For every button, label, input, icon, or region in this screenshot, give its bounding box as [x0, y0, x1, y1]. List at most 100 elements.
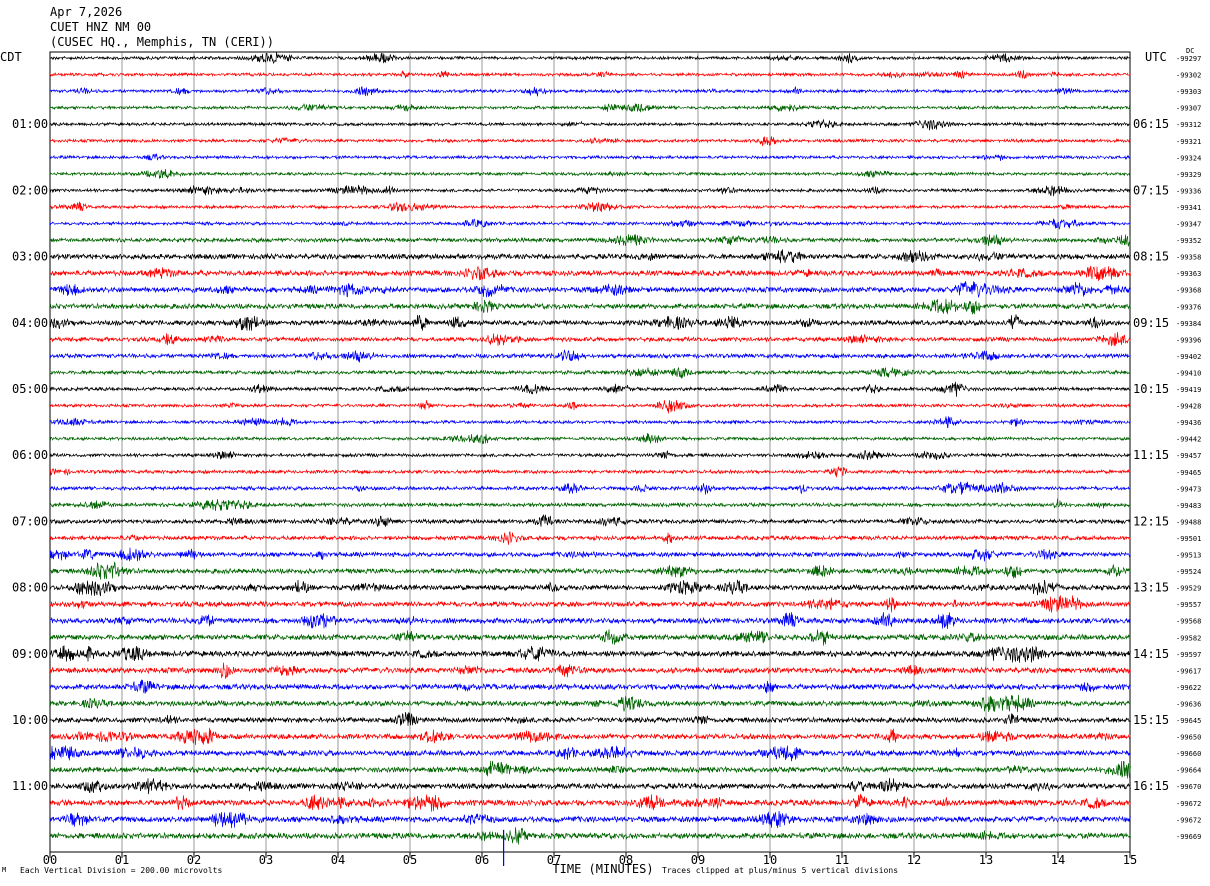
- trace-offset-label: -99436: [1176, 419, 1201, 427]
- trace-offset-label: -99303: [1176, 88, 1201, 96]
- trace-offset-label: -99352: [1176, 237, 1201, 245]
- right-hour-label: 14:15: [1133, 647, 1169, 661]
- trace-offset-label: -99297: [1176, 55, 1201, 63]
- left-hour-label: 05:00: [12, 382, 48, 396]
- seismic-trace: [49, 793, 1131, 812]
- trace-offset-label: -99321: [1176, 138, 1201, 146]
- right-hour-label: 08:15: [1133, 250, 1169, 264]
- trace-offset-label: -99396: [1176, 336, 1201, 344]
- right-hour-label: 09:15: [1133, 316, 1169, 330]
- x-tick-label: 11: [835, 853, 849, 867]
- seismic-trace: [49, 416, 1131, 429]
- trace-offset-label: -99501: [1176, 535, 1201, 543]
- left-hour-label: 09:00: [12, 647, 48, 661]
- trace-offset-label: -99428: [1176, 403, 1201, 411]
- seismic-trace: [49, 433, 1131, 444]
- seismic-trace: [49, 450, 1131, 461]
- station-label: CUET HNZ NM 00: [50, 20, 152, 34]
- trace-offset-label: -99402: [1176, 353, 1201, 361]
- trace-offset-label: -99597: [1176, 651, 1201, 659]
- clip-note: Traces clipped at plus/minus 5 vertical …: [662, 866, 899, 875]
- trace-offset-label: -99483: [1176, 502, 1201, 510]
- seismic-trace: [49, 218, 1131, 230]
- trace-offset-label: -99568: [1176, 618, 1201, 626]
- right-hour-label: 13:15: [1133, 581, 1169, 595]
- seismic-trace: [49, 629, 1131, 646]
- trace-offset-label: -99307: [1176, 105, 1201, 113]
- left-hour-label: 01:00: [12, 117, 48, 131]
- x-tick-label: 01: [115, 853, 129, 867]
- date-label: Apr 7,2026: [50, 5, 123, 19]
- left-hour-label: 10:00: [12, 713, 48, 727]
- seismic-trace: [49, 86, 1131, 97]
- x-tick-label: 00: [43, 853, 57, 867]
- x-tick-label: 10: [763, 853, 777, 867]
- trace-offset-label: -99465: [1176, 469, 1201, 477]
- seismic-trace: [49, 612, 1131, 629]
- left-hour-label: 02:00: [12, 183, 48, 197]
- x-tick-label: 14: [1051, 853, 1065, 867]
- right-timezone-label: UTC: [1145, 50, 1167, 64]
- seismic-trace: [49, 281, 1131, 298]
- trace-offset-label: -99336: [1176, 187, 1201, 195]
- trace-offset-label: -99582: [1176, 634, 1201, 642]
- trace-offset-label: -99513: [1176, 552, 1201, 560]
- right-hour-label: 16:15: [1133, 779, 1169, 793]
- x-tick-label: 15: [1123, 853, 1137, 867]
- left-hour-label: 06:00: [12, 448, 48, 462]
- trace-offset-label: -99324: [1176, 154, 1201, 162]
- x-tick-label: 13: [979, 853, 993, 867]
- plot-frame: [49, 51, 1131, 853]
- x-tick-label: 09: [691, 853, 705, 867]
- trace-offset-label: -99622: [1176, 684, 1201, 692]
- seismic-trace: [49, 547, 1131, 562]
- seismic-trace: [49, 531, 1131, 545]
- trace-offset-label: -99473: [1176, 485, 1201, 493]
- seismic-trace: [49, 366, 1131, 379]
- seismic-trace: [49, 498, 1131, 511]
- seismic-trace: [49, 249, 1131, 264]
- x-tick-label: 04: [331, 853, 345, 867]
- seismic-trace: [49, 662, 1131, 679]
- seismic-trace: [49, 169, 1131, 179]
- trace-offset-label: -99376: [1176, 303, 1201, 311]
- trace-offset-label: -99617: [1176, 667, 1201, 675]
- trace-offset-label: -99442: [1176, 436, 1201, 444]
- x-tick-label: 07: [547, 853, 561, 867]
- seismic-trace: [49, 760, 1131, 779]
- trace-offset-label: -99457: [1176, 452, 1201, 460]
- trace-offset-label: -99664: [1176, 767, 1201, 775]
- seismic-trace: [49, 679, 1131, 695]
- x-axis-label: TIME (MINUTES): [552, 862, 653, 876]
- right-hour-label: 12:15: [1133, 514, 1169, 528]
- seismic-trace: [49, 136, 1131, 147]
- x-tick-label: 05: [403, 853, 417, 867]
- trace-offset-label: -99302: [1176, 72, 1201, 80]
- seismic-trace: [49, 51, 1131, 65]
- trace-offset-label: -99312: [1176, 121, 1201, 129]
- right-hour-label: 10:15: [1133, 382, 1169, 396]
- right-hour-label: 07:15: [1133, 183, 1169, 197]
- left-hour-label: 11:00: [12, 779, 48, 793]
- left-hour-label: 03:00: [12, 250, 48, 264]
- seismic-trace: [49, 777, 1131, 795]
- seismic-trace: [49, 466, 1131, 478]
- seismic-trace: [49, 561, 1131, 580]
- seismic-trace: [49, 712, 1131, 726]
- trace-offset-label: -99410: [1176, 369, 1201, 377]
- seismic-trace: [49, 70, 1131, 80]
- dc-label: DC: [1186, 47, 1195, 55]
- trace-offset-label: -99419: [1176, 386, 1201, 394]
- seismic-trace: [49, 234, 1131, 247]
- right-hour-label: 11:15: [1133, 448, 1169, 462]
- seismic-trace: [49, 595, 1131, 613]
- seismic-trace: [49, 314, 1131, 331]
- scale-note: Each Vertical Division = 200.00 microvol…: [20, 866, 223, 875]
- trace-offset-label: -99363: [1176, 270, 1201, 278]
- corner-mark: M: [2, 866, 7, 874]
- trace-offset-label: -99636: [1176, 700, 1201, 708]
- seismic-trace: [49, 298, 1131, 315]
- seismic-trace: [49, 579, 1131, 597]
- x-tick-label: 03: [259, 853, 273, 867]
- x-tick-label: 12: [907, 853, 921, 867]
